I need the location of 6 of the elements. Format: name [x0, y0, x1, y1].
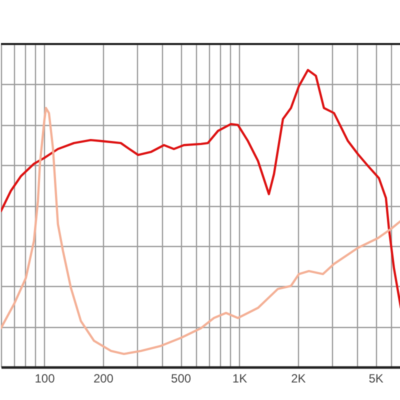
x-tick-label: 500	[171, 372, 192, 386]
x-tick-label: 2K	[291, 372, 306, 386]
x-tick-label: 5K	[368, 372, 384, 386]
x-tick-label: 100	[34, 372, 56, 386]
x-tick-label: 200	[93, 372, 114, 386]
x-tick-label: 1K	[232, 372, 248, 386]
